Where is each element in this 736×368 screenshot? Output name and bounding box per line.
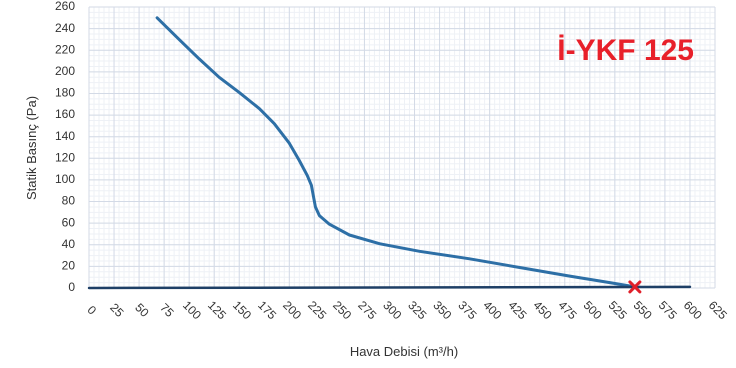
chart-title: İ-YKF 125 — [557, 34, 694, 67]
x-axis-title: Hava Debisi (m³/h) — [350, 344, 458, 359]
y-tick-label: 140 — [55, 129, 75, 143]
y-tick-label: 80 — [62, 194, 76, 208]
y-tick-label: 0 — [68, 280, 75, 294]
x-tick-label: 475 — [556, 298, 580, 322]
y-tick-label: 220 — [55, 42, 75, 56]
y-axis-title: Statik Basınç (Pa) — [24, 96, 39, 200]
x-tick-label: 325 — [405, 298, 429, 322]
y-tick-label: 200 — [55, 64, 75, 78]
x-tick-label: 350 — [430, 298, 454, 322]
grid-major — [88, 6, 716, 289]
x-tick-label: 100 — [180, 298, 204, 322]
x-tick-label: 250 — [330, 298, 354, 322]
y-tick-labels: 0 20 40 60 80 100 120 140 160 180 200 220 240 260 — [55, 0, 75, 294]
y-tick-label: 100 — [55, 172, 75, 186]
operating-point-marker — [628, 280, 642, 294]
series-line-baseline — [87, 285, 692, 290]
x-tick-label: 175 — [255, 298, 279, 322]
x-tick-label: 300 — [380, 298, 404, 322]
y-tick-label: 60 — [62, 215, 76, 229]
x-tick-label: 375 — [455, 298, 479, 322]
y-tick-label: 20 — [62, 259, 76, 273]
x-tick-label: 425 — [505, 298, 529, 322]
grid-minor — [88, 6, 716, 289]
x-tick-label: 275 — [355, 298, 379, 322]
x-tick-label: 25 — [107, 300, 127, 320]
x-tick-label: 525 — [606, 298, 630, 322]
x-tick-label: 150 — [230, 298, 254, 322]
x-tick-label: 400 — [480, 298, 504, 322]
y-tick-label: 40 — [62, 237, 76, 251]
x-tick-label: 625 — [706, 298, 730, 322]
y-tick-label: 260 — [55, 0, 75, 13]
x-tick-label: 75 — [157, 300, 177, 320]
y-tick-label: 240 — [55, 21, 75, 35]
x-tick-label: 200 — [280, 298, 304, 322]
x-tick-label: 125 — [205, 298, 229, 322]
x-tick-label: 225 — [305, 298, 329, 322]
y-tick-label: 160 — [55, 107, 75, 121]
x-tick-label: 500 — [581, 298, 605, 322]
series-line-performance — [155, 16, 637, 289]
series-layer — [87, 16, 692, 290]
marker-layer — [628, 280, 642, 294]
x-tick-label: 50 — [132, 300, 152, 320]
x-tick-label: 575 — [656, 298, 680, 322]
y-tick-label: 180 — [55, 86, 75, 100]
x-tick-label: 550 — [631, 298, 655, 322]
x-tick-label: 450 — [531, 298, 555, 322]
y-tick-label: 120 — [55, 150, 75, 164]
x-tick-labels: 0 25 50 75 100 125 150 175 200 225 250 275 300 325 350… — [85, 298, 731, 322]
x-tick-label: 0 — [85, 303, 100, 318]
x-tick-label: 600 — [681, 298, 705, 322]
